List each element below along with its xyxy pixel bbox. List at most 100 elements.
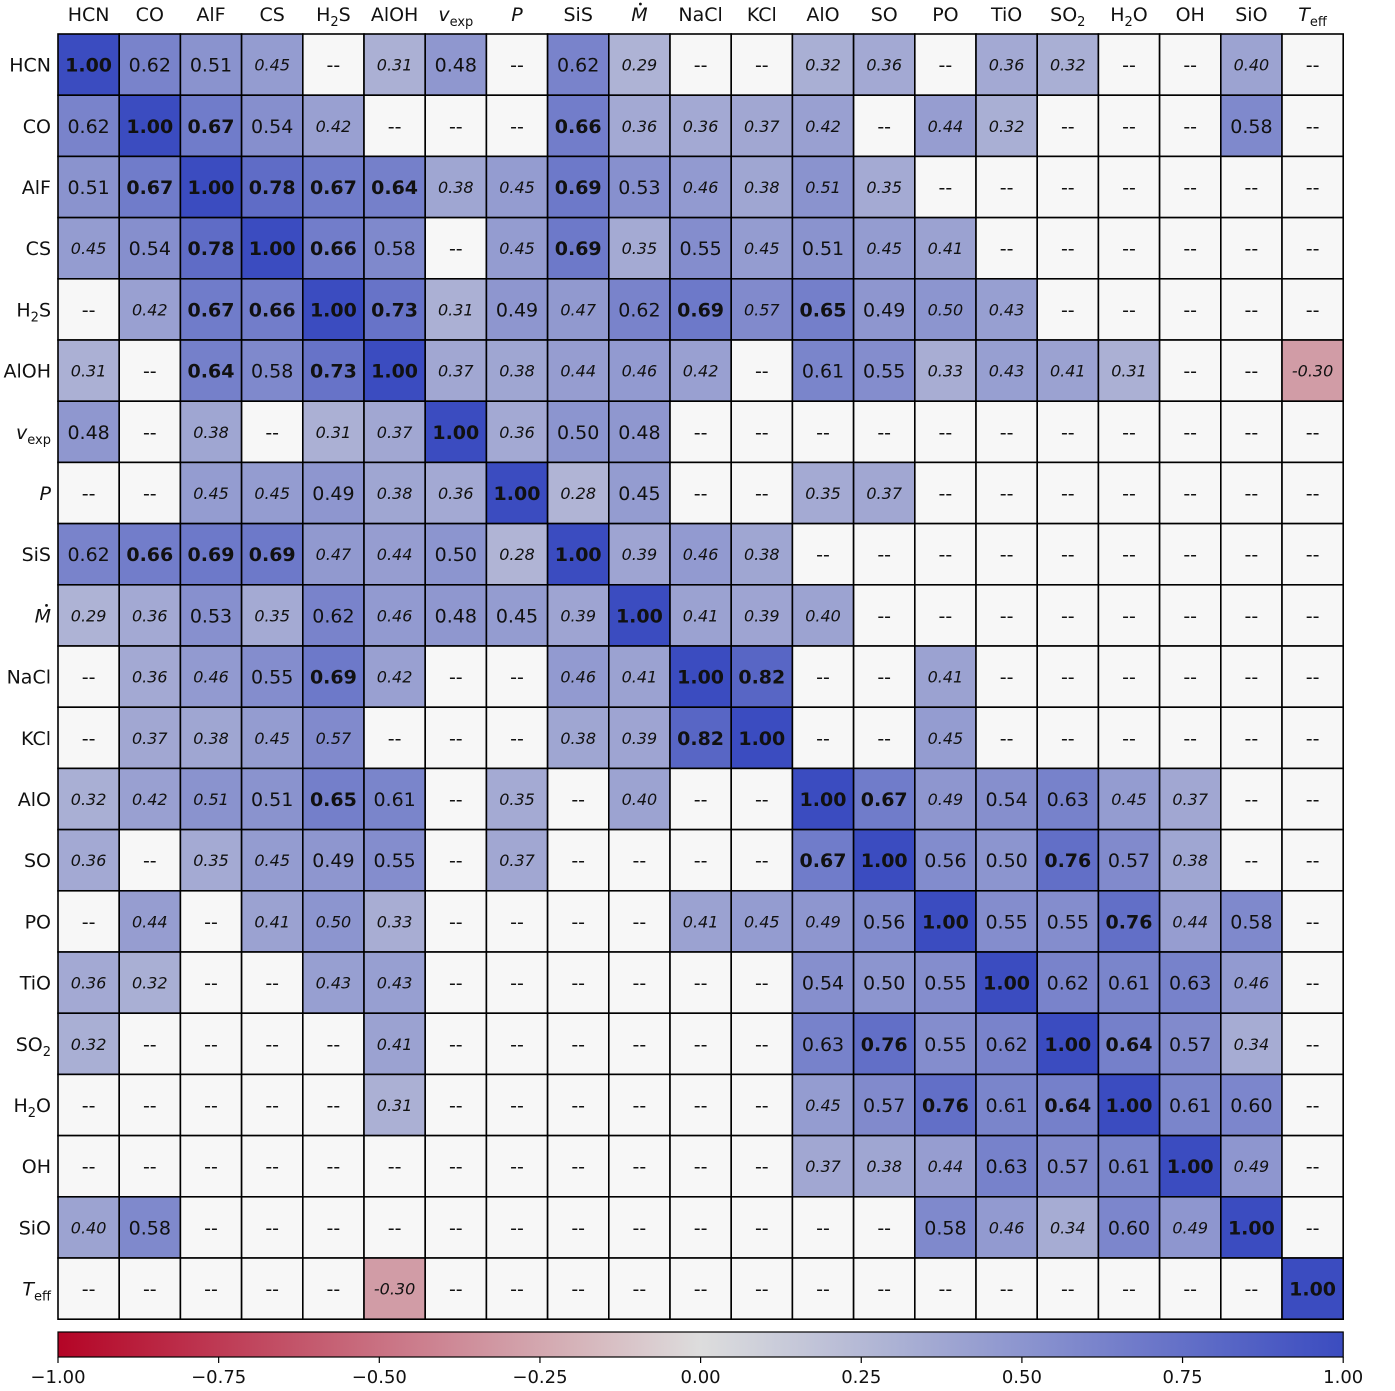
heatmap-cell	[913, 94, 977, 158]
cell-value-label: 0.50	[863, 973, 905, 995]
cell-value-label: 0.38	[744, 545, 780, 564]
heatmap-cell	[57, 216, 121, 280]
cell-value-label: 0.66	[249, 299, 296, 321]
cell-missing-label: --	[633, 1217, 647, 1239]
heatmap-cell	[1281, 1134, 1345, 1198]
heatmap-cell	[240, 706, 304, 770]
cell-missing-label: --	[204, 1095, 218, 1117]
cell-value-label: 0.57	[744, 300, 780, 319]
column-label-vexp: vexp	[438, 4, 473, 30]
cell-missing-label: --	[1306, 850, 1320, 872]
heatmap-cell	[975, 94, 1039, 158]
overdot-mark	[639, 2, 642, 6]
cell-value-label: 0.36	[866, 56, 902, 75]
cell-missing-label: --	[327, 1034, 341, 1056]
cell-missing-label: --	[1183, 605, 1197, 627]
heatmap-cell	[485, 767, 549, 831]
row-label-co: CO	[23, 116, 51, 138]
heatmap-cell	[730, 155, 794, 219]
cell-value-label: 0.38	[193, 729, 229, 748]
heatmap-cell	[546, 155, 610, 219]
cell-value-label: 0.39	[560, 606, 596, 625]
cell-value-label: 0.48	[67, 422, 109, 444]
heatmap-cell	[852, 277, 916, 341]
heatmap-cell	[546, 1012, 610, 1076]
cell-value-label: 0.50	[435, 544, 477, 566]
heatmap-cell	[1097, 1012, 1161, 1076]
heatmap-cell	[240, 583, 304, 647]
cell-value-label: 1.00	[1106, 1095, 1153, 1117]
cell-missing-label: --	[388, 728, 402, 750]
cell-value-label: 0.67	[126, 177, 173, 199]
cell-value-label: 0.39	[622, 729, 658, 748]
cell-value-label: 0.62	[1047, 973, 1089, 995]
heatmap-cell	[669, 1012, 733, 1076]
cell-value-label: 0.50	[928, 300, 964, 319]
cell-value-label: 1.00	[126, 116, 173, 138]
heatmap-cell	[1036, 645, 1100, 709]
cell-value-label: 1.00	[65, 55, 112, 77]
heatmap-cell	[1097, 889, 1161, 953]
heatmap-cell	[485, 951, 549, 1015]
cell-value-label: 0.42	[683, 362, 719, 381]
cell-value-label: 0.55	[1047, 911, 1089, 933]
heatmap-cell	[179, 889, 243, 953]
heatmap-cell	[852, 951, 916, 1015]
cell-missing-label: --	[571, 1034, 585, 1056]
colorbar-tick-label: −0.50	[352, 1367, 407, 1388]
cell-value-label: 0.46	[193, 668, 229, 687]
heatmap-cells: 1.00 0.62 0.51 0.45 -- 0.31 0.48 -- 0.62 0.29 -- --…	[57, 33, 1345, 1321]
cell-missing-label: --	[877, 1279, 891, 1301]
heatmap-cell	[1158, 400, 1222, 464]
cell-missing-label: --	[510, 973, 524, 995]
cell-missing-label: --	[1000, 544, 1014, 566]
heatmap-cell	[1097, 1134, 1161, 1198]
cell-missing-label: --	[1183, 361, 1197, 383]
cell-missing-label: --	[1122, 728, 1136, 750]
cell-value-label: 1.00	[616, 605, 663, 627]
cell-value-label: 0.43	[989, 300, 1025, 319]
cell-value-label: 0.45	[866, 239, 902, 258]
cell-missing-label: --	[755, 483, 769, 505]
cell-value-label: 0.49	[1234, 1157, 1270, 1176]
heatmap-cell	[1281, 583, 1345, 647]
cell-value-label: 0.57	[316, 729, 352, 748]
heatmap-cell	[852, 216, 916, 280]
cell-missing-label: --	[143, 483, 157, 505]
heatmap-cell	[852, 461, 916, 525]
cell-missing-label: --	[1245, 299, 1259, 321]
cell-missing-label: --	[755, 361, 769, 383]
cell-missing-label: --	[265, 1279, 279, 1301]
cell-missing-label: --	[755, 850, 769, 872]
column-labels: HCN CO AlF CS H2S AlOH vexp P SiS M NaCl KCl AlO SO PO…	[68, 2, 1328, 30]
cell-missing-label: --	[1061, 177, 1075, 199]
cell-value-label: 0.44	[928, 1157, 964, 1176]
cell-value-label: 0.65	[310, 789, 357, 811]
row-label-tio: TiO	[19, 973, 51, 995]
cell-missing-label: --	[1306, 789, 1320, 811]
heatmap-cell	[1281, 1257, 1345, 1321]
row-label-so: SO	[24, 850, 51, 872]
cell-missing-label: --	[1122, 177, 1136, 199]
cell-missing-label: --	[816, 1217, 830, 1239]
heatmap-cell	[118, 400, 182, 464]
row-label-po: PO	[25, 911, 51, 933]
heatmap-cell	[1036, 339, 1100, 403]
heatmap-cell	[791, 583, 855, 647]
heatmap-cell	[485, 155, 549, 219]
heatmap-cell	[1097, 1073, 1161, 1137]
cell-missing-label: --	[571, 850, 585, 872]
cell-missing-label: --	[1245, 238, 1259, 260]
cell-value-label: 0.45	[496, 605, 538, 627]
heatmap-cell	[424, 951, 488, 1015]
cell-value-label: 0.36	[683, 117, 719, 136]
heatmap-cell	[852, 889, 916, 953]
cell-missing-label: --	[877, 605, 891, 627]
heatmap-cell	[363, 400, 427, 464]
cell-missing-label: --	[1183, 483, 1197, 505]
cell-value-label: 0.69	[188, 544, 235, 566]
cell-missing-label: --	[1306, 973, 1320, 995]
cell-value-label: 0.28	[560, 484, 596, 503]
heatmap-cell	[852, 1257, 916, 1321]
cell-value-label: 0.42	[805, 117, 841, 136]
